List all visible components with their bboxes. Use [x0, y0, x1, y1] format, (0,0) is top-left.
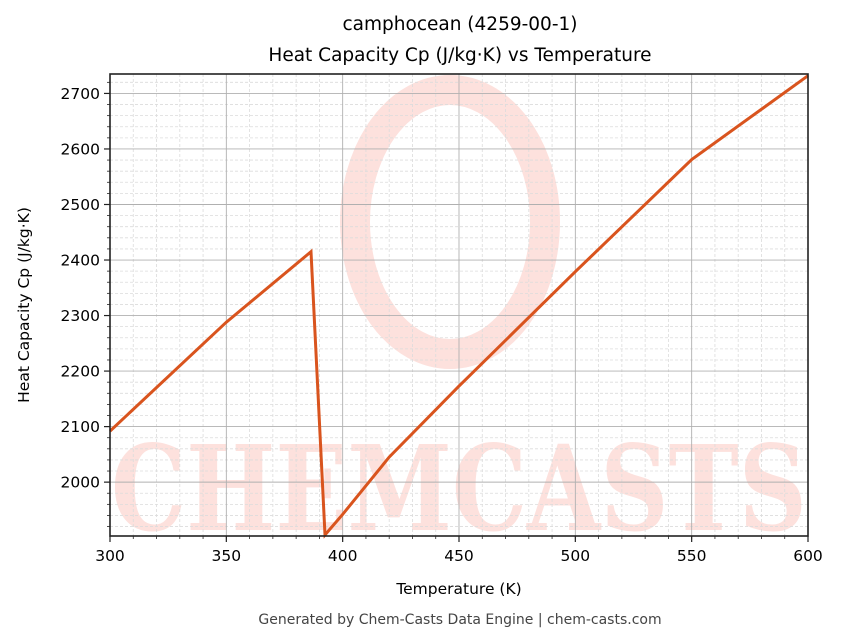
- y-tick-label: 2100: [61, 418, 100, 436]
- chart-title-line2: Heat Capacity Cp (J/kg·K) vs Temperature: [268, 45, 651, 66]
- y-tick-label: 2500: [61, 196, 100, 214]
- y-tick-label: 2300: [61, 307, 100, 325]
- y-axis-label: Heat Capacity Cp (J/kg·K): [15, 207, 33, 403]
- y-tick-label: 2000: [61, 474, 100, 492]
- y-tick-labels: 2000 2100 2200 2300 2400 2500 2600 2700: [61, 85, 100, 492]
- x-tick-label: 350: [212, 547, 242, 565]
- axis-ticks: [104, 81, 809, 542]
- y-tick-label: 2200: [61, 363, 100, 381]
- y-tick-label: 2400: [61, 252, 100, 270]
- x-tick-label: 550: [677, 547, 707, 565]
- x-tick-labels: 300 350 400 450 500 550 600: [95, 547, 823, 565]
- x-tick-label: 300: [95, 547, 125, 565]
- y-tick-label: 2700: [61, 85, 100, 103]
- x-tick-label: 600: [793, 547, 823, 565]
- chart-title-line1: camphocean (4259-00-1): [343, 14, 578, 35]
- y-tick-label: 2600: [61, 140, 100, 158]
- x-axis-label: Temperature (K): [395, 580, 521, 598]
- footer-credit: Generated by Chem-Casts Data Engine | ch…: [258, 612, 661, 628]
- x-tick-label: 400: [328, 547, 358, 565]
- x-tick-label: 450: [444, 547, 474, 565]
- cp-line: [108, 74, 809, 539]
- x-tick-label: 500: [561, 547, 591, 565]
